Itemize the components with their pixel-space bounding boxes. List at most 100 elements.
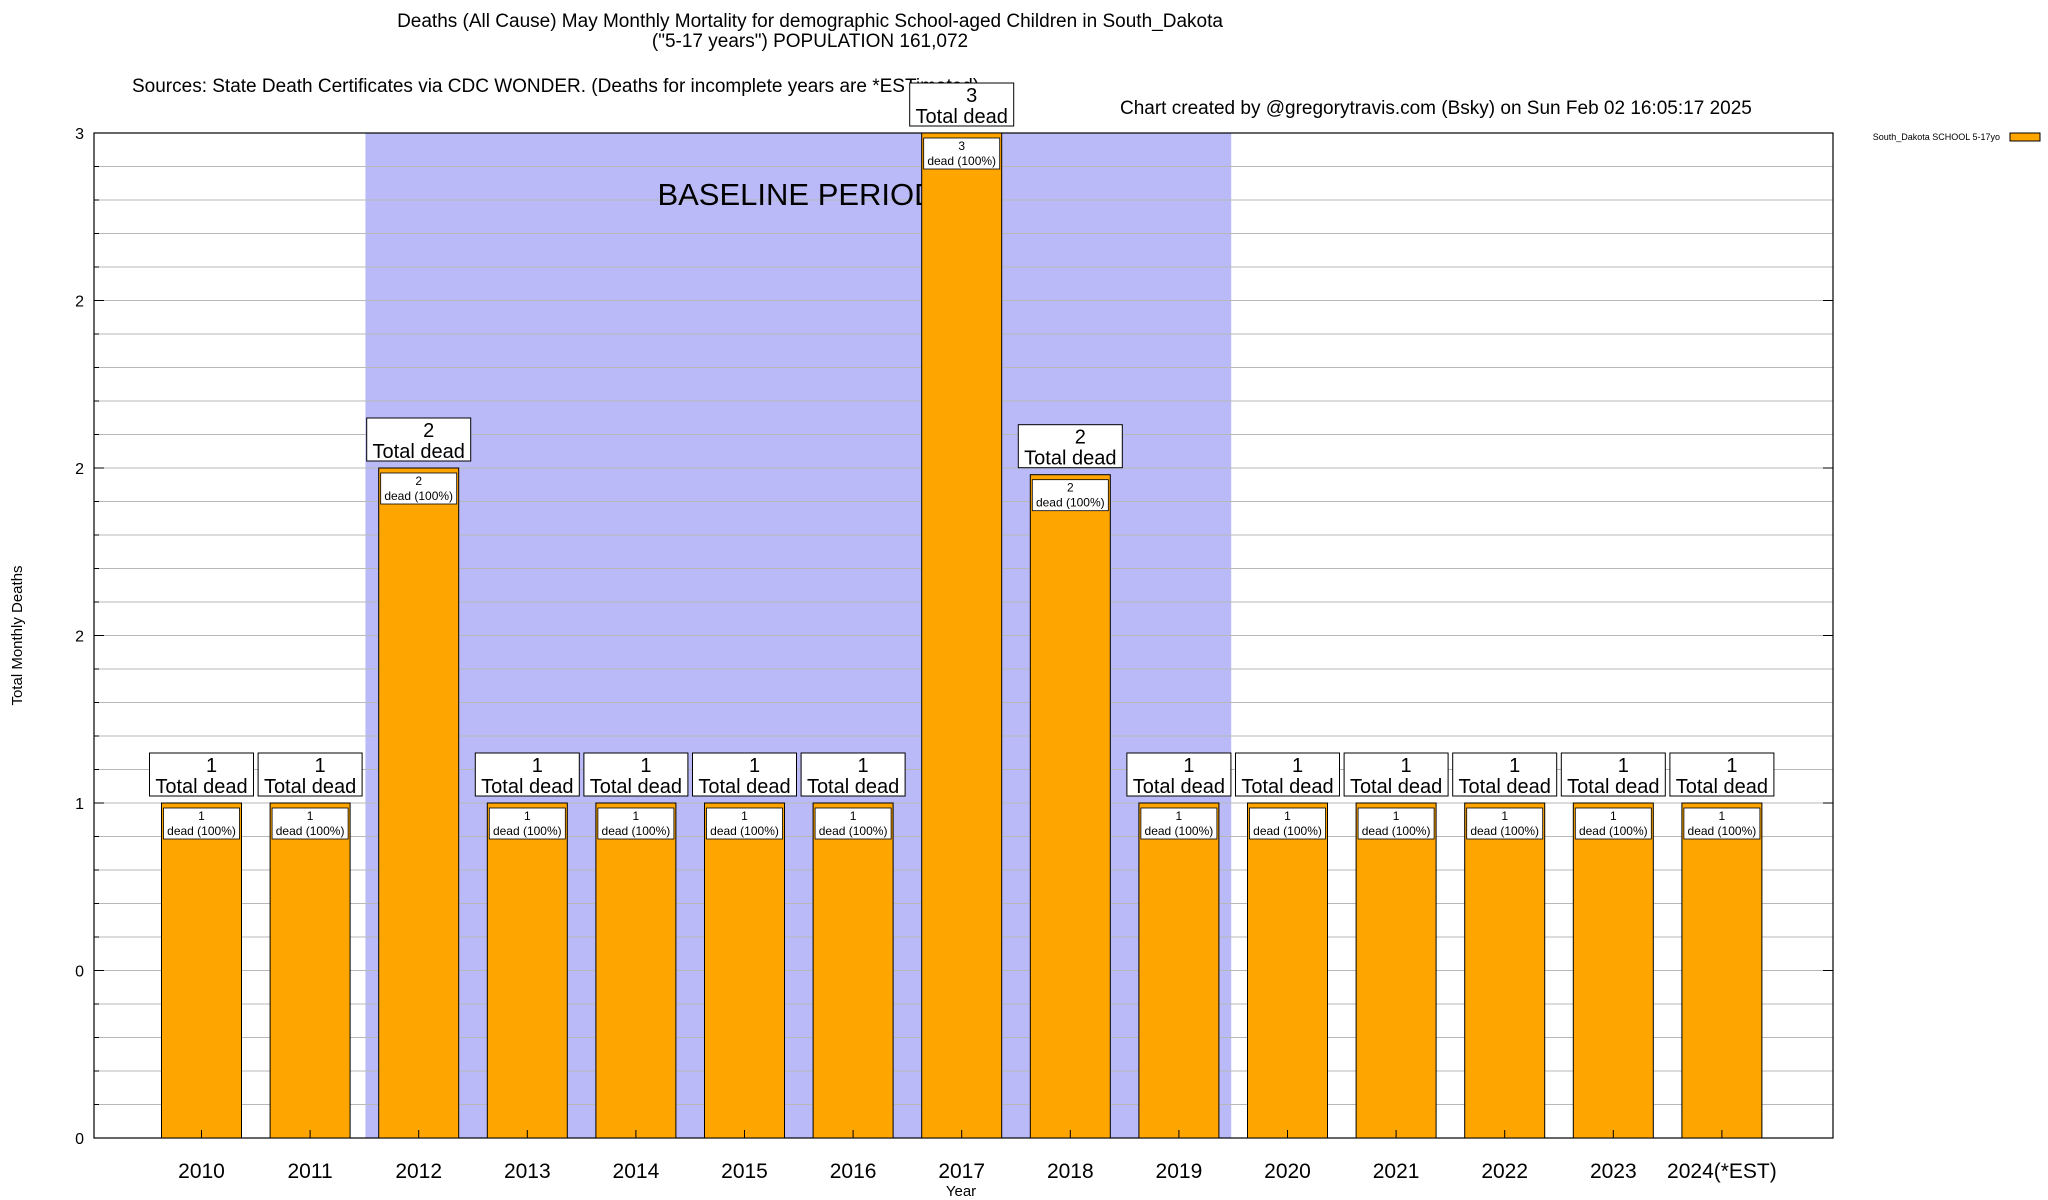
inner-label-box [597,807,675,840]
bar [1138,802,1220,1139]
x-tick-label: 2016 [830,1160,877,1183]
inner-label-text: dead (100%) [1036,496,1105,510]
chart-title-block: Deaths (All Cause) May Monthly Mortality… [0,12,1620,52]
bar [269,802,351,1139]
bar [921,132,1003,1139]
y-tick-label: 2 [75,294,84,311]
total-label-count: 1 [1183,755,1194,777]
total-label-count: 1 [206,755,217,777]
total-label-box [149,752,254,797]
sources-text: Sources: State Death Certificates via CD… [132,76,980,97]
bar [1572,802,1654,1139]
total-label-count: 1 [640,755,651,777]
x-axis-label: Year [946,1183,976,1200]
inner-label-count: 1 [198,809,205,823]
inner-label-count: 1 [633,809,640,823]
total-label-box [257,752,363,797]
inner-label-text: dead (100%) [276,824,345,838]
y-tick-label: 2 [75,461,84,478]
total-label-box [1669,752,1775,797]
total-label-text: Total dead [1676,776,1768,798]
inner-label-text: dead (100%) [927,154,996,168]
total-label-box [474,752,580,797]
total-label-text: Total dead [1133,776,1225,798]
y-tick-label: 2 [75,629,84,646]
inner-label-box [380,472,458,505]
total-label-box [366,417,472,462]
inner-label-text: dead (100%) [1579,824,1648,838]
x-tick-label: 2015 [721,1160,768,1183]
inner-label-count: 1 [307,809,314,823]
x-tick-label: 2013 [504,1160,551,1183]
y-tick-label: 3 [75,126,84,143]
inner-label-count: 1 [1501,809,1508,823]
x-tick-label: 2012 [395,1160,442,1183]
total-label-count: 2 [1075,427,1086,449]
total-label-text: Total dead [590,776,682,798]
chart-subtitle: ("5-17 years") POPULATION 161,072 [651,31,969,52]
bar [812,802,894,1139]
total-label-text: Total dead [698,776,790,798]
legend-swatch [2009,132,2041,142]
inner-label-text: dead (100%) [819,824,888,838]
total-label-text: Total dead [1024,448,1116,470]
bar [486,802,568,1139]
x-tick-label: 2017 [938,1160,985,1183]
total-label-text: Total dead [1350,776,1442,798]
inner-label-count: 3 [958,139,965,153]
inner-label-box [1249,807,1326,840]
inner-label-text: dead (100%) [1688,824,1757,838]
bar [1355,802,1437,1139]
x-tick-label: 2024(*EST) [1667,1160,1777,1183]
total-label-text: Total dead [373,441,465,463]
total-label-box [1343,752,1449,797]
inner-label-count: 1 [741,809,748,823]
inner-label-count: 2 [415,474,422,488]
x-tick-label: 2022 [1481,1160,1528,1183]
bar [595,802,677,1139]
inner-label-text: dead (100%) [710,824,779,838]
inner-label-count: 2 [1067,481,1074,495]
inner-label-box [923,137,1001,170]
inner-label-box [1466,807,1544,840]
legend-label: South_Dakota SCHOOL 5-17yo [1873,132,2000,142]
total-label-count: 1 [532,755,543,777]
x-tick-label: 2018 [1047,1160,1094,1183]
inner-label-box [1031,479,1109,512]
inner-label-box [1140,807,1218,840]
total-label-text: Total dead [1241,776,1333,798]
x-tick-label: 2021 [1373,1160,1420,1183]
total-label-count: 1 [858,755,869,777]
total-label-box [1017,424,1123,469]
total-label-text: Total dead [1459,776,1551,798]
y-tick-label: 0 [75,964,84,981]
baseline-period-label: BASELINE PERIOD [657,177,936,212]
total-label-box [692,752,797,797]
bar [1029,474,1111,1139]
inner-label-box [1683,807,1761,840]
total-label-text: Total dead [1567,776,1659,798]
inner-label-count: 1 [1284,809,1291,823]
total-label-text: Total dead [155,776,247,798]
total-label-count: 2 [423,420,434,442]
inner-label-text: dead (100%) [167,824,236,838]
inner-label-box [814,807,892,840]
total-label-text: Total dead [481,776,573,798]
total-label-count: 3 [966,85,977,107]
total-label-count: 1 [315,755,326,777]
inner-label-text: dead (100%) [1253,824,1322,838]
x-tick-label: 2010 [178,1160,225,1183]
total-label-text: Total dead [916,106,1008,128]
inner-label-text: dead (100%) [493,824,562,838]
total-label-box [1235,752,1340,797]
inner-label-box [163,807,240,840]
total-label-box [1452,752,1558,797]
x-tick-label: 2023 [1590,1160,1637,1183]
total-label-box [1560,752,1666,797]
inner-label-count: 1 [524,809,531,823]
bar [704,802,785,1139]
total-label-box [583,752,689,797]
total-label-count: 1 [1509,755,1520,777]
inner-label-text: dead (100%) [384,489,453,503]
